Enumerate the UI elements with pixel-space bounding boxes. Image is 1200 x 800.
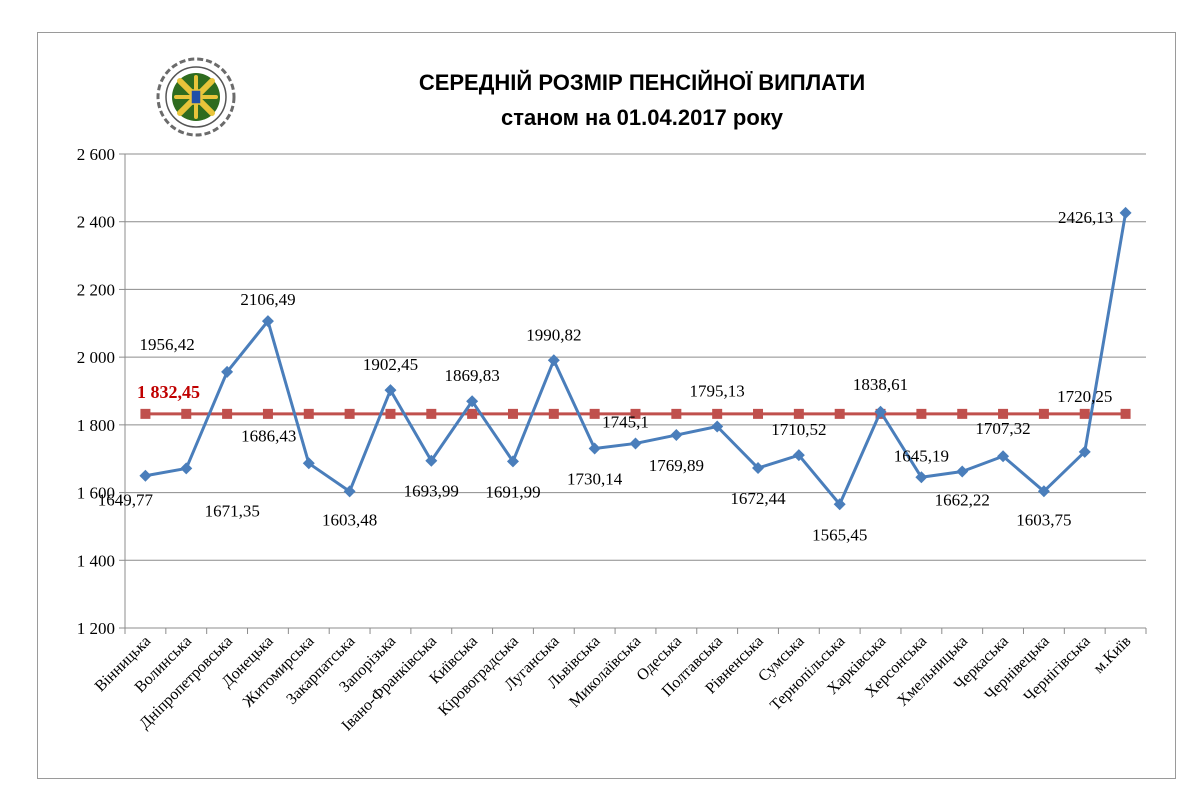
average-marker [548, 408, 559, 419]
data-point [833, 498, 846, 511]
axes [119, 153, 1147, 634]
data-label: 1671,35 [205, 501, 260, 520]
pension-fund-emblem-icon [156, 57, 236, 137]
data-point [588, 442, 601, 455]
average-marker [1079, 408, 1090, 419]
data-label: 1769,89 [649, 456, 704, 475]
average-marker [507, 408, 518, 419]
data-label: 1745,1 [602, 412, 649, 431]
chart-frame [37, 32, 1176, 779]
data-label: 1730,14 [567, 470, 623, 489]
data-label: 1956,42 [139, 335, 194, 354]
data-label: 1662,22 [935, 491, 990, 510]
data-point [915, 471, 928, 484]
grid [125, 153, 1146, 561]
y-tick-label: 1 200 [77, 619, 115, 638]
data-label: 1693,99 [404, 482, 459, 501]
series-line [145, 212, 1128, 506]
data-point [792, 449, 805, 462]
data-label: 1603,48 [322, 510, 377, 529]
average-marker [303, 408, 314, 419]
data-label: 2426,13 [1058, 208, 1113, 227]
data-label: 1720,25 [1057, 387, 1112, 406]
data-label: 1902,45 [363, 355, 418, 374]
data-label: 1686,43 [241, 426, 296, 445]
average-marker [998, 408, 1009, 419]
data-point [506, 455, 519, 468]
data-point [670, 429, 683, 442]
data-point [629, 437, 642, 450]
chart-subtitle: станом на 01.04.2017 року [501, 105, 784, 130]
data-label: 1795,13 [690, 382, 745, 401]
data-point [547, 354, 560, 367]
average-marker [793, 408, 804, 419]
average-marker [753, 408, 764, 419]
average-marker [222, 408, 233, 419]
x-tick-label: Миколаївська [566, 633, 644, 711]
average-marker [1120, 408, 1131, 419]
average-marker [589, 408, 600, 419]
data-label: 1649,77 [98, 491, 154, 510]
data-labels: 1649,77 1671,35 1956,42 2106,49 1686,43 1603,… [98, 208, 1113, 544]
average-series: 1 832,45 [137, 382, 1131, 419]
y-tick-label: 1 600 [77, 484, 115, 503]
data-point [1078, 445, 1091, 458]
average-marker [916, 408, 927, 419]
average-marker [181, 408, 192, 419]
data-point [425, 454, 438, 467]
y-axis-ticks: 1 200 1 400 1 600 1 800 2 000 2 200 2 400 2 600 [77, 145, 115, 638]
average-marker [426, 408, 437, 419]
chart-title: СЕРЕДНІЙ РОЗМІР ПЕНСІЙНОЇ ВИПЛАТИ [419, 70, 865, 95]
average-marker [344, 408, 355, 419]
y-tick-label: 1 400 [77, 551, 115, 570]
x-tick-label: м.Київ [1090, 632, 1134, 676]
data-point [1119, 206, 1132, 219]
y-tick-label: 2 000 [77, 348, 115, 367]
data-point [221, 365, 234, 378]
average-label: 1 832,45 [137, 382, 200, 402]
average-marker [467, 408, 478, 419]
data-label: 1565,45 [812, 525, 867, 544]
y-tick-label: 2 600 [77, 145, 115, 164]
y-tick-label: 2 400 [77, 213, 115, 232]
data-point [302, 457, 315, 470]
average-marker [712, 408, 723, 419]
data-point [343, 485, 356, 498]
data-point [180, 462, 193, 475]
data-point [384, 384, 397, 397]
average-marker [385, 408, 396, 419]
data-label: 1838,61 [853, 375, 908, 394]
data-label: 1869,83 [445, 366, 500, 385]
y-tick-label: 1 800 [77, 416, 115, 435]
average-marker [1038, 408, 1049, 419]
data-label: 1645,19 [894, 446, 949, 465]
x-axis-ticks: ВінницькаВолинськаДніпропетровськаДонець… [92, 632, 1135, 734]
data-point [139, 469, 152, 482]
y-tick-label: 2 200 [77, 280, 115, 299]
data-point [752, 462, 765, 475]
data-point [466, 395, 479, 408]
average-marker [140, 408, 151, 419]
data-label: 2106,49 [240, 290, 295, 309]
data-label: 1603,75 [1016, 510, 1071, 529]
average-marker [671, 408, 682, 419]
average-marker [957, 408, 968, 419]
average-marker [262, 408, 273, 419]
data-point [711, 420, 724, 433]
data-point [997, 450, 1010, 463]
data-point [261, 315, 274, 328]
data-label: 1707,32 [975, 419, 1030, 438]
data-point [874, 405, 887, 418]
average-marker [834, 408, 845, 419]
data-label: 1990,82 [526, 325, 581, 344]
x-tick-label: Житомирська [240, 633, 318, 711]
data-label: 1672,44 [730, 489, 786, 508]
data-label: 1710,52 [771, 420, 826, 439]
data-point [1037, 485, 1050, 498]
average-marker [630, 408, 641, 419]
pension-series [139, 206, 1132, 511]
data-point [956, 465, 969, 478]
data-label: 1691,99 [485, 482, 540, 501]
